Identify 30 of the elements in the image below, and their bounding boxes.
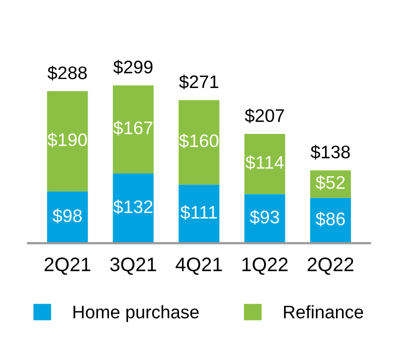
data-label: $190 — [48, 132, 87, 148]
bar — [112, 85, 154, 174]
x-tick-label: 2Q22 — [308, 258, 354, 275]
data-label: $160 — [179, 134, 218, 148]
bar — [178, 184, 220, 244]
x-tick-label: 3Q21 — [110, 258, 156, 275]
x-tick-label: 1Q22 — [242, 258, 288, 275]
data-label: $114 — [246, 155, 284, 170]
bar — [178, 100, 220, 185]
bar — [47, 91, 88, 192]
total-label: $299 — [113, 60, 152, 75]
data-label: $93 — [250, 210, 280, 225]
total-label: $207 — [244, 108, 284, 124]
data-label: $98 — [52, 208, 82, 224]
x-tick-label: 2Q21 — [44, 258, 90, 275]
legend-label: Refinance — [284, 305, 364, 318]
bar — [112, 173, 154, 244]
x-tick-label: 4Q21 — [176, 258, 222, 275]
data-label: $167 — [113, 120, 152, 136]
total-label: $271 — [179, 74, 218, 90]
data-label: $111 — [180, 205, 217, 220]
bar — [47, 191, 88, 244]
total-label: $288 — [48, 66, 87, 80]
data-label: $132 — [113, 200, 152, 214]
data-label: $52 — [316, 175, 345, 190]
data-label: $86 — [316, 212, 345, 226]
bar — [244, 134, 286, 194]
legend-label: Home purchase — [74, 305, 199, 322]
total-label: $138 — [310, 144, 350, 160]
bar — [244, 194, 286, 244]
